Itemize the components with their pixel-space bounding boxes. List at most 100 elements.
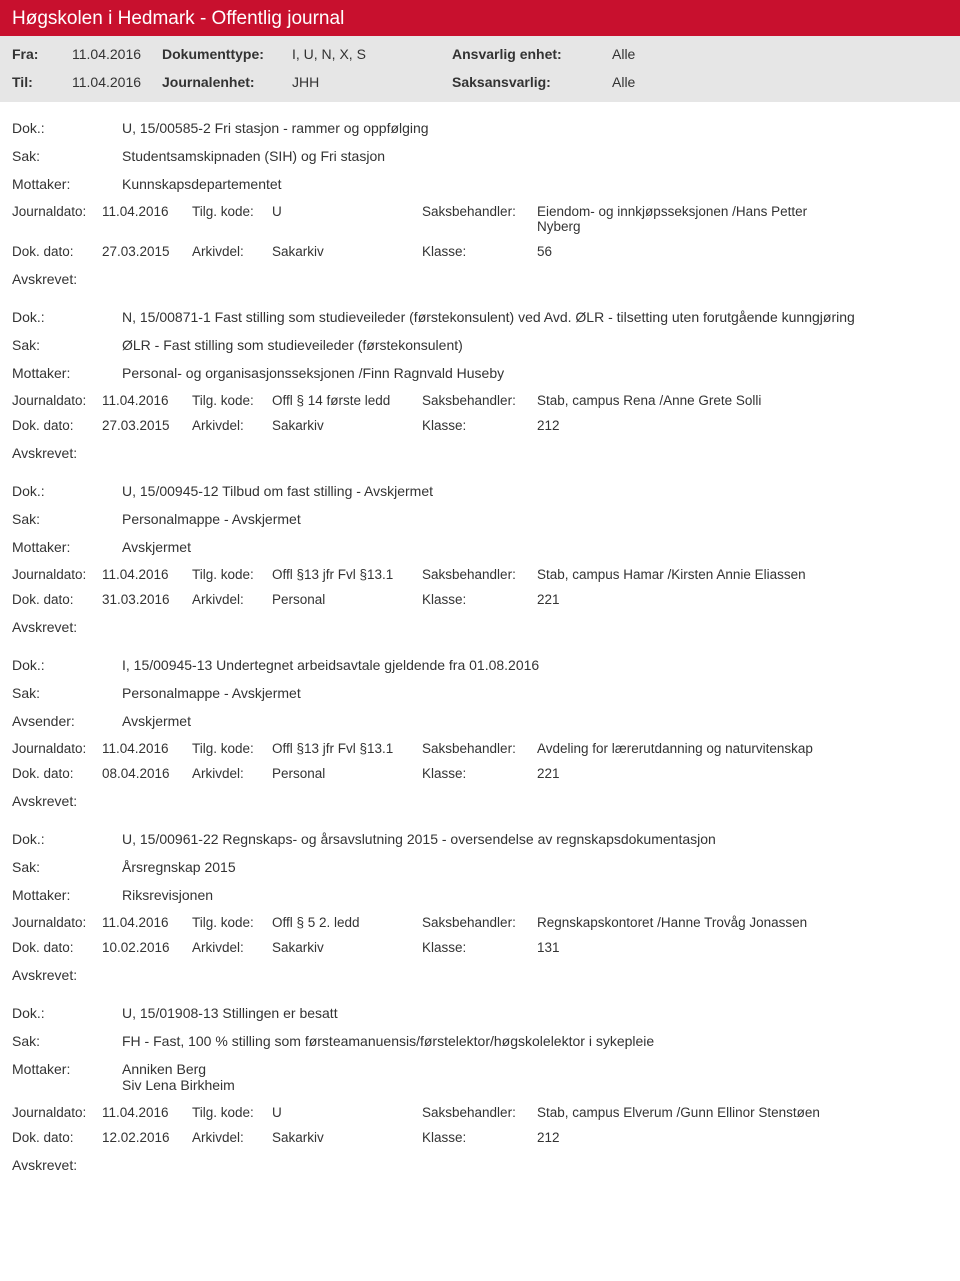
meta-value: 11.04.2016 [102, 741, 192, 756]
entry-dok-row: Dok.:N, 15/00871-1 Fast stilling som stu… [12, 309, 948, 325]
entry-party-row: Avsender:Avskjermet [12, 713, 948, 729]
saksansvarlig-value: Alle [612, 74, 812, 90]
meta-value: 56 [537, 244, 847, 259]
meta-value: Sakarkiv [272, 1130, 422, 1145]
meta-label: Journaldato: [12, 741, 102, 756]
filter-header: Fra: 11.04.2016 Dokumenttype: I, U, N, X… [0, 36, 960, 102]
meta-label: Tilg. kode: [192, 1105, 272, 1120]
meta-label: Journaldato: [12, 393, 102, 408]
entry-dok-value: U, 15/01908-13 Stillingen er besatt [122, 1005, 948, 1021]
meta-value: U [272, 1105, 422, 1120]
meta-label: Saksbehandler: [422, 915, 537, 930]
entry-dok-value: I, 15/00945-13 Undertegnet arbeidsavtale… [122, 657, 948, 673]
meta-label: Saksbehandler: [422, 567, 537, 582]
meta-label: Saksbehandler: [422, 741, 537, 756]
meta-label: Klasse: [422, 766, 537, 781]
til-label: Til: [12, 74, 72, 90]
meta-value: 212 [537, 418, 847, 433]
doktype-value: I, U, N, X, S [292, 46, 452, 62]
entry-party-value: Kunnskapsdepartementet [122, 176, 948, 192]
avskrevet-label: Avskrevet: [12, 967, 948, 983]
page-title: Høgskolen i Hedmark - Offentlig journal [0, 0, 960, 36]
meta-value: Regnskapskontoret /Hanne Trovåg Jonassen [537, 915, 847, 930]
entry-meta: Journaldato:11.04.2016Tilg. kode:USaksbe… [12, 1105, 948, 1145]
journal-entry: Dok.:U, 15/01908-13 Stillingen er besatt… [12, 987, 948, 1173]
entry-party-row: Mottaker:Riksrevisjonen [12, 887, 948, 903]
meta-label: Arkivdel: [192, 592, 272, 607]
meta-value: 27.03.2015 [102, 244, 192, 259]
meta-label: Dok. dato: [12, 940, 102, 955]
meta-label: Dok. dato: [12, 766, 102, 781]
meta-label: Tilg. kode: [192, 915, 272, 930]
entry-party-row: Mottaker:Avskjermet [12, 539, 948, 555]
entry-meta: Journaldato:11.04.2016Tilg. kode:Offl § … [12, 393, 948, 433]
entry-dok-value: N, 15/00871-1 Fast stilling som studieve… [122, 309, 948, 325]
entry-dok-row: Dok.:U, 15/00945-12 Tilbud om fast still… [12, 483, 948, 499]
meta-label: Tilg. kode: [192, 567, 272, 582]
meta-label: Dok. dato: [12, 1130, 102, 1145]
avskrevet-label: Avskrevet: [12, 445, 948, 461]
meta-value: 08.04.2016 [102, 766, 192, 781]
entry-dok-value: U, 15/00945-12 Tilbud om fast stilling -… [122, 483, 948, 499]
entry-party-label: Avsender: [12, 713, 122, 729]
meta-value: Stab, campus Rena /Anne Grete Solli [537, 393, 847, 408]
fra-value: 11.04.2016 [72, 46, 162, 62]
meta-label: Arkivdel: [192, 244, 272, 259]
entry-sak-label: Sak: [12, 685, 122, 701]
meta-label: Journaldato: [12, 567, 102, 582]
entry-dok-row: Dok.:U, 15/01908-13 Stillingen er besatt [12, 1005, 948, 1021]
meta-label: Arkivdel: [192, 1130, 272, 1145]
meta-label: Saksbehandler: [422, 204, 537, 234]
meta-value: Offl § 5 2. ledd [272, 915, 422, 930]
meta-value: 221 [537, 592, 847, 607]
meta-value: 11.04.2016 [102, 393, 192, 408]
meta-value: Sakarkiv [272, 418, 422, 433]
entry-sak-row: Sak:Studentsamskipnaden (SIH) og Fri sta… [12, 148, 948, 164]
entry-party-value: Personal- og organisasjonsseksjonen /Fin… [122, 365, 948, 381]
journal-entry: Dok.:U, 15/00945-12 Tilbud om fast still… [12, 465, 948, 635]
entry-dok-row: Dok.:U, 15/00961-22 Regnskaps- og årsavs… [12, 831, 948, 847]
meta-value: Offl § 14 første ledd [272, 393, 422, 408]
entry-party-label: Mottaker: [12, 539, 122, 555]
meta-label: Klasse: [422, 418, 537, 433]
meta-label: Klasse: [422, 244, 537, 259]
entry-dok-value: U, 15/00961-22 Regnskaps- og årsavslutni… [122, 831, 948, 847]
entry-dok-row: Dok.:I, 15/00945-13 Undertegnet arbeidsa… [12, 657, 948, 673]
meta-value: 11.04.2016 [102, 1105, 192, 1120]
meta-value: 212 [537, 1130, 847, 1145]
journal-entry: Dok.:I, 15/00945-13 Undertegnet arbeidsa… [12, 639, 948, 809]
meta-value: 11.04.2016 [102, 204, 192, 234]
meta-value: 221 [537, 766, 847, 781]
entry-dok-label: Dok.: [12, 483, 122, 499]
journal-entry: Dok.:N, 15/00871-1 Fast stilling som stu… [12, 291, 948, 461]
fra-label: Fra: [12, 46, 72, 62]
meta-value: Offl §13 jfr Fvl §13.1 [272, 741, 422, 756]
avskrevet-label: Avskrevet: [12, 271, 948, 287]
entry-meta: Journaldato:11.04.2016Tilg. kode:Offl §1… [12, 741, 948, 781]
entry-dok-label: Dok.: [12, 657, 122, 673]
entry-party-label: Mottaker: [12, 887, 122, 903]
meta-label: Journaldato: [12, 204, 102, 234]
entry-party-value: Avskjermet [122, 539, 948, 555]
doktype-label: Dokumenttype: [162, 46, 292, 62]
meta-value: Avdeling for lærerutdanning og naturvite… [537, 741, 847, 756]
meta-label: Arkivdel: [192, 418, 272, 433]
meta-value: Eiendom- og innkjøpsseksjonen /Hans Pett… [537, 204, 847, 234]
entry-sak-value: Årsregnskap 2015 [122, 859, 948, 875]
meta-value: 10.02.2016 [102, 940, 192, 955]
meta-value: U [272, 204, 422, 234]
entry-sak-label: Sak: [12, 337, 122, 353]
entry-meta: Journaldato:11.04.2016Tilg. kode:Offl §1… [12, 567, 948, 607]
entry-sak-value: Personalmappe - Avskjermet [122, 511, 948, 527]
meta-value: 31.03.2016 [102, 592, 192, 607]
saksansvarlig-label: Saksansvarlig: [452, 74, 612, 90]
entry-dok-row: Dok.:U, 15/00585-2 Fri stasjon - rammer … [12, 120, 948, 136]
journalenhet-label: Journalenhet: [162, 74, 292, 90]
avskrevet-label: Avskrevet: [12, 793, 948, 809]
meta-label: Journaldato: [12, 1105, 102, 1120]
entry-meta: Journaldato:11.04.2016Tilg. kode:Offl § … [12, 915, 948, 955]
meta-label: Journaldato: [12, 915, 102, 930]
entry-party-row: Mottaker:Personal- og organisasjonsseksj… [12, 365, 948, 381]
meta-value: Sakarkiv [272, 244, 422, 259]
meta-value: Stab, campus Elverum /Gunn Ellinor Stens… [537, 1105, 847, 1120]
